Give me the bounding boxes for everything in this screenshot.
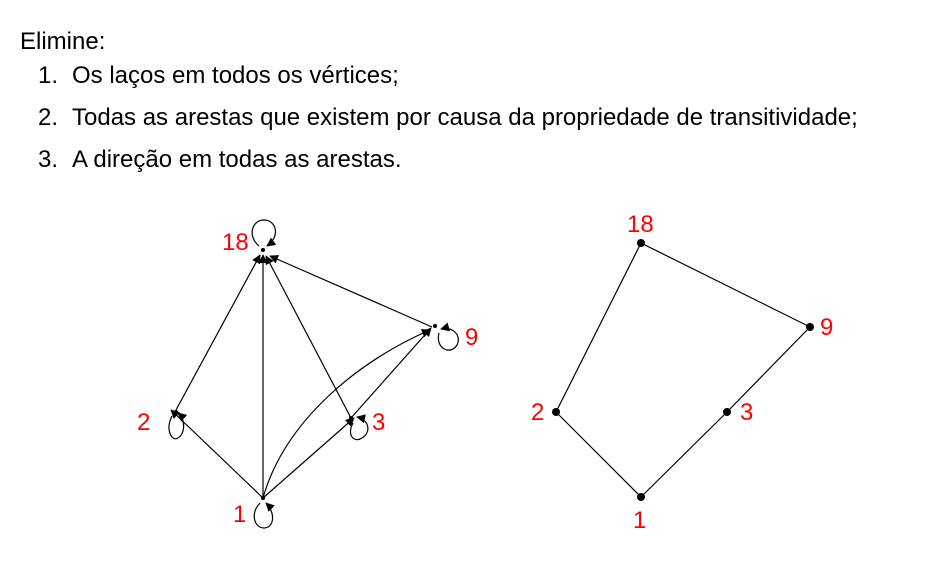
vertex-2 <box>174 410 178 414</box>
vertex-label-18: 18 <box>222 229 249 256</box>
left-graph-labels: 18 9 2 3 1 <box>137 229 478 528</box>
vertex-1 <box>261 496 265 500</box>
edge-3-to-9 <box>350 327 432 419</box>
step-text: Todas as arestas que existem por causa d… <box>72 104 858 131</box>
right-graph-edges <box>555 242 811 498</box>
vertex-3 <box>723 408 731 416</box>
edge-1-to-3 <box>262 417 355 499</box>
step-text: Os laços em todos os vértices; <box>72 62 399 89</box>
step-number: 3. <box>38 146 59 173</box>
step-number: 1. <box>38 62 59 89</box>
loop-2 <box>168 412 188 440</box>
vertex-label-2: 2 <box>531 399 544 426</box>
vertex-label-2: 2 <box>137 409 150 436</box>
edge-1-to-9 <box>262 329 431 499</box>
edge-1-to-2 <box>170 409 264 499</box>
edge-18-9 <box>640 242 811 328</box>
vertex-label-3: 3 <box>740 399 753 426</box>
heading: Elimine: <box>20 28 106 55</box>
vertex-9 <box>806 323 814 331</box>
edge-9-to-18 <box>269 255 433 328</box>
step-number: 2. <box>38 104 59 131</box>
loop-9 <box>437 322 459 351</box>
right-graph-labels: 18 9 2 3 1 <box>531 211 833 534</box>
edge-3-to-18 <box>265 255 352 419</box>
left-graph-edges <box>170 254 433 499</box>
vertex-18 <box>637 239 645 247</box>
edge-3-1 <box>640 411 728 498</box>
loop-18 <box>251 219 277 247</box>
edge-2-1 <box>555 411 642 498</box>
edge-2-to-18 <box>175 254 261 411</box>
vertex-label-1: 1 <box>633 507 646 534</box>
edge-18-2 <box>555 242 642 413</box>
vertex-label-9: 9 <box>465 324 478 351</box>
vertex-label-18: 18 <box>627 211 654 238</box>
vertex-label-1: 1 <box>233 501 246 528</box>
edge-9-3 <box>726 326 811 413</box>
left-graph: 18 9 2 3 1 <box>137 219 478 529</box>
vertex-18 <box>261 248 265 252</box>
vertex-9 <box>433 324 437 328</box>
vertex-2 <box>552 408 560 416</box>
right-graph-vertices <box>552 239 814 501</box>
vertex-1 <box>637 493 645 501</box>
left-graph-vertices <box>174 248 437 500</box>
left-graph-loops <box>168 219 459 529</box>
loop-1 <box>253 502 275 529</box>
step-text: A direção em todas as arestas. <box>72 146 402 173</box>
vertex-label-3: 3 <box>372 409 385 436</box>
loop-3 <box>349 414 369 441</box>
right-graph: 18 9 2 3 1 <box>531 211 833 534</box>
vertex-3 <box>349 416 353 420</box>
vertex-label-9: 9 <box>820 314 833 341</box>
